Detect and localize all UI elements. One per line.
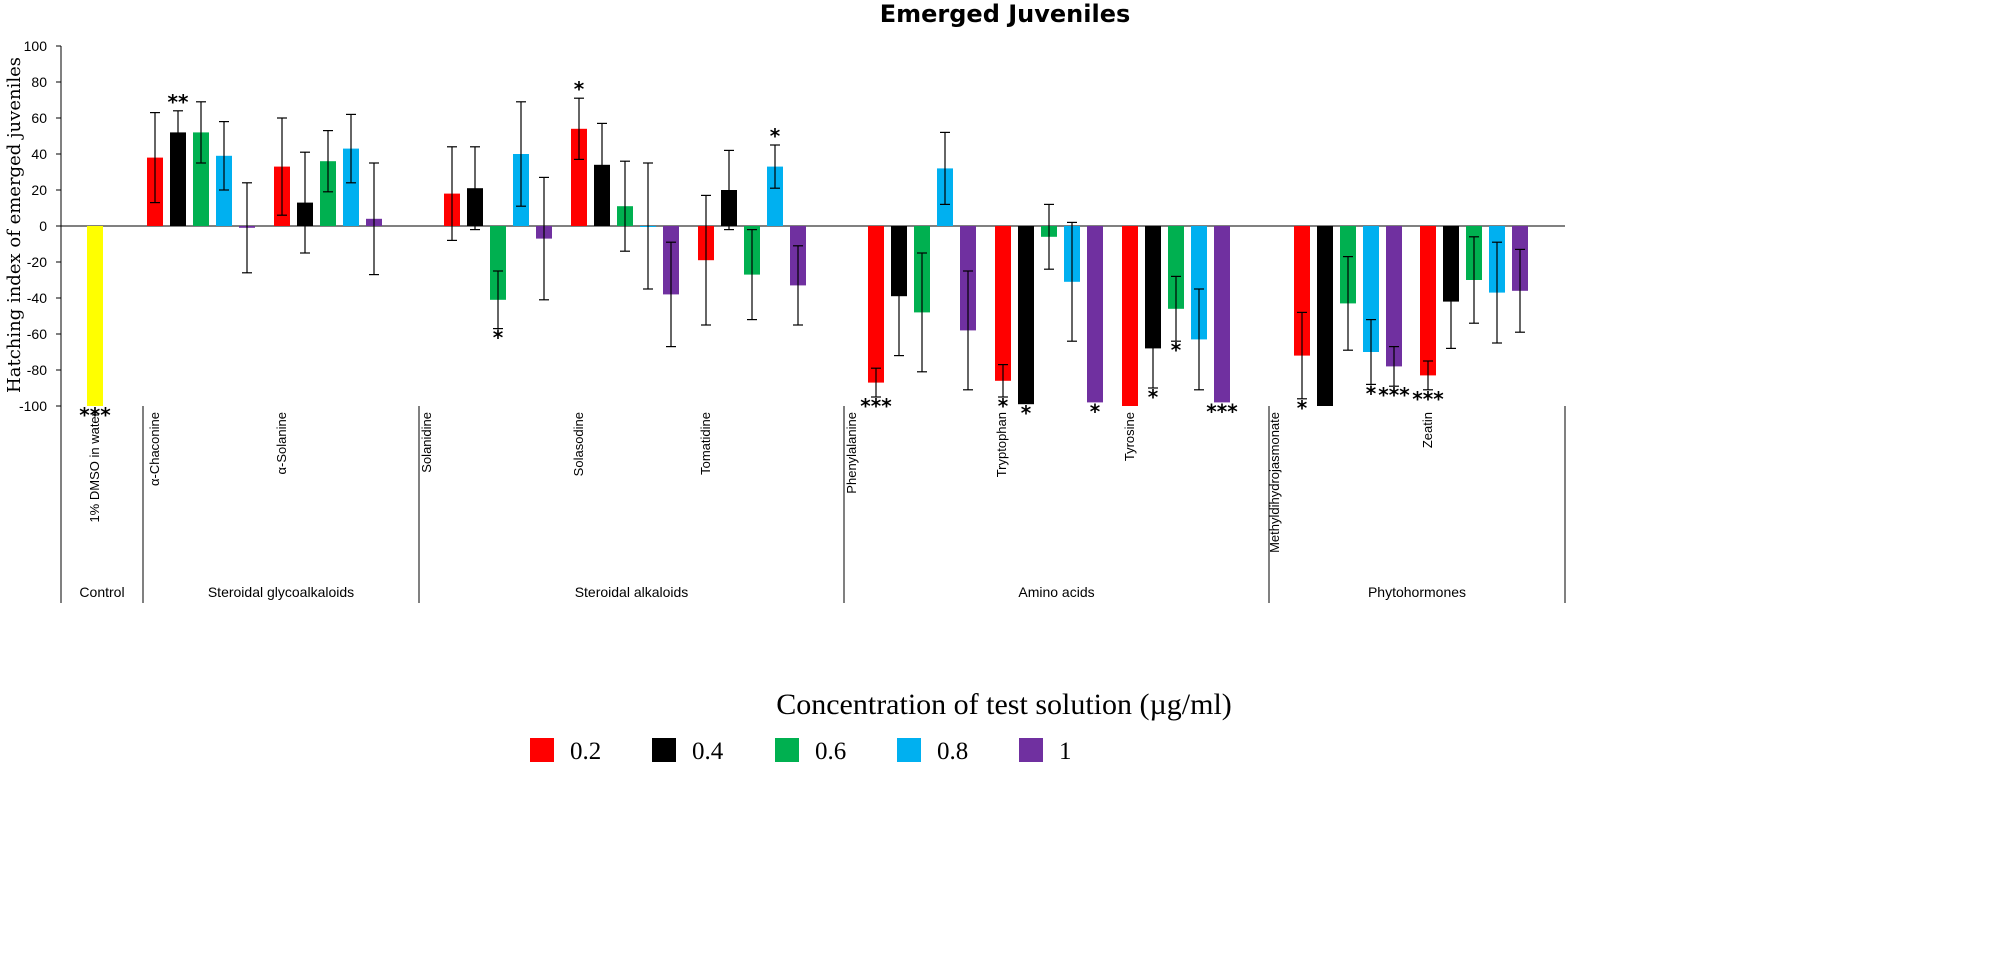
significance-star: *** xyxy=(1378,383,1410,407)
legend-swatch xyxy=(775,738,799,762)
y-tick-label: -40 xyxy=(27,290,47,306)
legend-label: 0.8 xyxy=(937,738,968,765)
compound-label: Solanidine xyxy=(419,412,434,473)
y-axis-label: Hatching index of emerged juveniles xyxy=(4,57,25,393)
compound-label: 1% DMSO in water xyxy=(87,411,102,522)
group-label: Control xyxy=(79,584,124,600)
bar xyxy=(571,128,587,226)
y-tick-label: 0 xyxy=(39,218,47,234)
bar xyxy=(767,166,783,226)
bars xyxy=(87,128,1528,406)
compound-label: α-Chaconine xyxy=(147,412,162,486)
bar xyxy=(1386,226,1402,367)
group-label: Steroidal glycoalkaloids xyxy=(208,584,354,600)
significance-star: * xyxy=(1297,396,1308,420)
y-tick-label: -80 xyxy=(27,362,47,378)
bar xyxy=(490,226,506,300)
bar xyxy=(868,226,884,383)
group-label: Phytohormones xyxy=(1368,584,1466,600)
significance-star: * xyxy=(998,394,1009,418)
bar xyxy=(1191,226,1207,340)
legend-label: 0.2 xyxy=(570,738,601,765)
y-tick-label: 80 xyxy=(31,74,47,90)
bar xyxy=(87,226,103,406)
bar xyxy=(1214,226,1230,403)
significance-star: *** xyxy=(79,403,111,427)
significance-star: *** xyxy=(1412,387,1444,411)
compound-label: Solasodine xyxy=(571,412,586,476)
bar xyxy=(1294,226,1310,356)
compound-label: Tomatidine xyxy=(698,412,713,475)
significance-star: * xyxy=(1171,338,1182,362)
y-tick-label: -100 xyxy=(19,398,47,414)
bar xyxy=(1363,226,1379,352)
y-tick-label: 60 xyxy=(31,110,47,126)
chart-title: Emerged Juveniles xyxy=(880,0,1131,28)
bar xyxy=(320,161,336,226)
bar xyxy=(1168,226,1184,309)
compound-label: α-Solanine xyxy=(274,412,289,474)
significance-star: * xyxy=(1090,399,1101,423)
bar xyxy=(170,132,186,226)
legend-label: 0.6 xyxy=(815,738,846,765)
bar xyxy=(995,226,1011,381)
significance-star: ** xyxy=(168,90,189,114)
bar xyxy=(1018,226,1034,405)
bar xyxy=(1087,226,1103,403)
legend-title: Concentration of test solution (µg/ml) xyxy=(776,688,1232,721)
category-axis: 1% DMSO in water α-Chaconine α-Solanine Sol… xyxy=(60,406,1566,603)
legend-swatch xyxy=(897,738,921,762)
compound-label: Tryptophan xyxy=(994,412,1009,477)
bar xyxy=(1122,226,1138,406)
significance-star: * xyxy=(1148,385,1159,409)
bar xyxy=(216,155,232,226)
bar xyxy=(343,148,359,226)
compound-label: Tyrosine xyxy=(1122,412,1137,461)
significance-markers: *********** * * ****** ** *** *** xyxy=(79,77,1444,427)
significance-star: *** xyxy=(860,394,892,418)
legend-label: 0.4 xyxy=(692,738,724,765)
significance-star: * xyxy=(1021,401,1032,425)
bar xyxy=(193,132,209,226)
compound-label: Zeatin xyxy=(1420,412,1435,448)
bar xyxy=(1145,226,1161,349)
error-bars xyxy=(150,97,1525,400)
compound-label: Phenylalanine xyxy=(844,412,859,494)
compound-label: Methyldihydrojasmonate xyxy=(1267,412,1282,553)
axes: 100 80 60 40 20 0 -20 -40 -60 -80 -100 xyxy=(19,38,1565,414)
y-tick-label: 100 xyxy=(24,38,48,54)
group-label: Steroidal alkaloids xyxy=(575,584,689,600)
y-tick-label: -20 xyxy=(27,254,47,270)
legend: 0.2 0.4 0.6 0.8 1 xyxy=(530,738,1072,765)
y-tick-label: 40 xyxy=(31,146,47,162)
group-label: Amino acids xyxy=(1018,584,1094,600)
legend-swatch xyxy=(530,738,554,762)
significance-star: * xyxy=(1366,381,1377,405)
y-tick-label: -60 xyxy=(27,326,47,342)
legend-swatch xyxy=(1019,738,1043,762)
significance-star: * xyxy=(770,124,781,148)
legend-label: 1 xyxy=(1059,738,1072,765)
bar xyxy=(1317,226,1333,406)
significance-star: * xyxy=(574,77,585,101)
bar xyxy=(1420,226,1436,376)
legend-swatch xyxy=(652,738,676,762)
y-tick-label: 20 xyxy=(31,182,47,198)
significance-star: * xyxy=(493,326,504,350)
significance-star: *** xyxy=(1206,399,1238,423)
